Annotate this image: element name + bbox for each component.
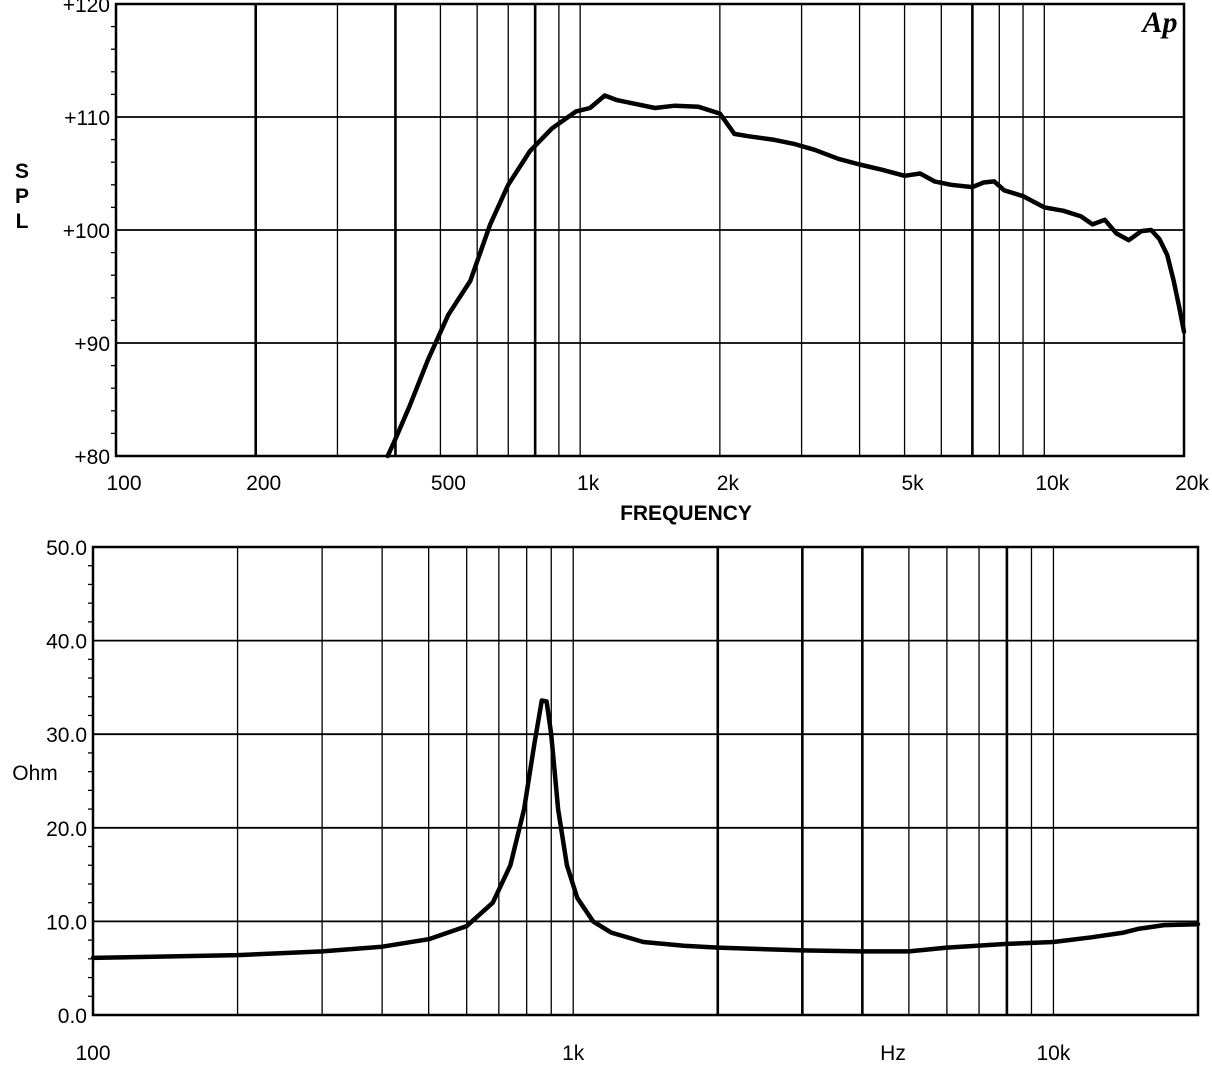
y-tick-label: +100 [63,220,110,243]
y-tick-label: 20.0 [46,818,87,841]
spl-plot-frame [114,2,1186,458]
x-tick-label: 100 [106,472,141,495]
x-tick-label: 500 [431,472,466,495]
impedance-plot-frame [91,545,1200,1017]
spl-y-axis-title: SPL [15,160,29,233]
x-tick-label: 1k [577,472,600,495]
spl-series-line [385,93,1187,459]
spl-y-axis-title-letter: L [16,210,29,233]
ap-logo-text: Ap [1140,6,1177,39]
spl-y-tick-labels: +80 +90 +100 +110 +120 [63,0,110,469]
x-tick-label: 200 [246,472,281,495]
spl-x-axis-title: FREQUENCY [620,502,752,525]
x-tick-label: 10k [1035,472,1069,495]
y-tick-label: +80 [74,446,110,469]
y-tick-label: 30.0 [46,724,87,747]
y-tick-label: 0.0 [58,1005,87,1028]
y-tick-label: 40.0 [46,631,87,654]
x-tick-label: 20k [1175,472,1209,495]
spl-y-axis-title-letter: P [15,185,29,208]
y-tick-label: +90 [74,333,110,356]
x-tick-label: 5k [901,472,924,495]
impedance-x-axis-title: Hz [880,1042,906,1065]
impedance-y-tick-labels: 0.0 10.0 20.0 30.0 40.0 50.0 [46,537,87,1028]
spl-x-tick-labels: 100 200 500 1k 2k 5k 10k 20k [106,472,1209,495]
spl-grid [116,4,1184,456]
y-tick-label: 50.0 [46,537,87,560]
impedance-x-tick-labels: 100 1k 10k [75,1042,1070,1065]
x-tick-label: 2k [717,472,740,495]
spl-y-axis-title-letter: S [15,160,29,183]
impedance-chart: 100 1k 10k 0.0 10.0 20.0 30.0 40.0 50.0 Hz Ohm [12,537,1201,1065]
ap-logo: Ap [1140,6,1177,39]
x-tick-label: 1k [562,1042,585,1065]
y-tick-label: +120 [63,0,110,17]
impedance-series-line [90,698,1201,961]
x-tick-label: 10k [1037,1042,1071,1065]
spl-chart: 100 200 500 1k 2k 5k 10k 20k +80 +90 +100 +110 +120… [15,0,1209,525]
impedance-y-axis-title: Ohm [12,762,58,785]
y-tick-label: 10.0 [46,911,87,934]
x-tick-label: 100 [75,1042,110,1065]
y-tick-label: +110 [64,107,110,130]
